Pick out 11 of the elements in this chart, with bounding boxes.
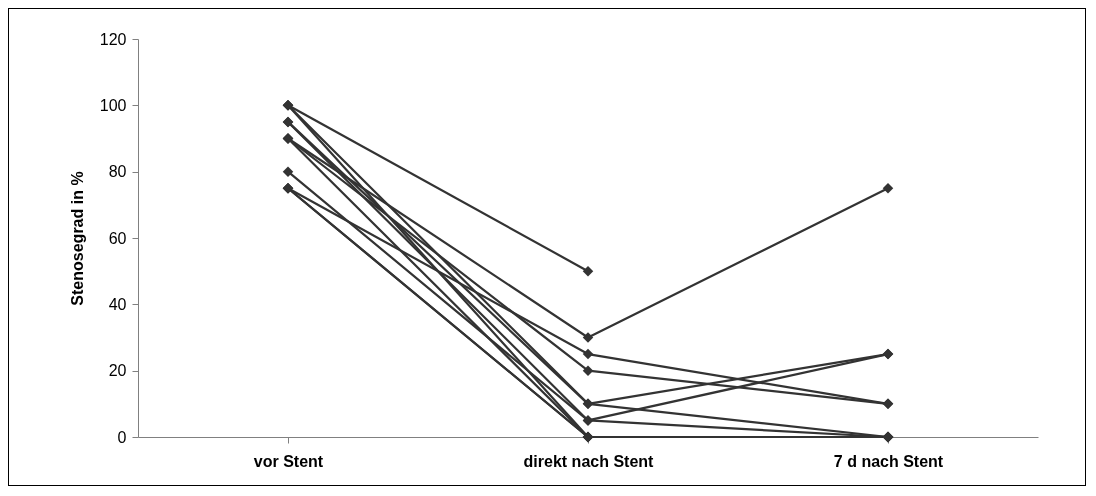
y-tick-label: 100 — [99, 96, 127, 114]
y-tick-label: 40 — [108, 295, 127, 313]
y-tick-label: 80 — [108, 163, 127, 181]
x-tick-label: vor Stent — [253, 452, 324, 470]
y-axis-title: Stenosegrad in % — [68, 171, 86, 306]
y-tick-label: 0 — [117, 428, 127, 446]
x-tick-label: 7 d nach Stent — [833, 452, 944, 470]
y-tick-label: 60 — [108, 229, 127, 247]
x-tick-label: direkt nach Stent — [523, 452, 655, 470]
y-tick-label: 120 — [99, 30, 127, 48]
y-tick-label: 20 — [108, 362, 127, 380]
